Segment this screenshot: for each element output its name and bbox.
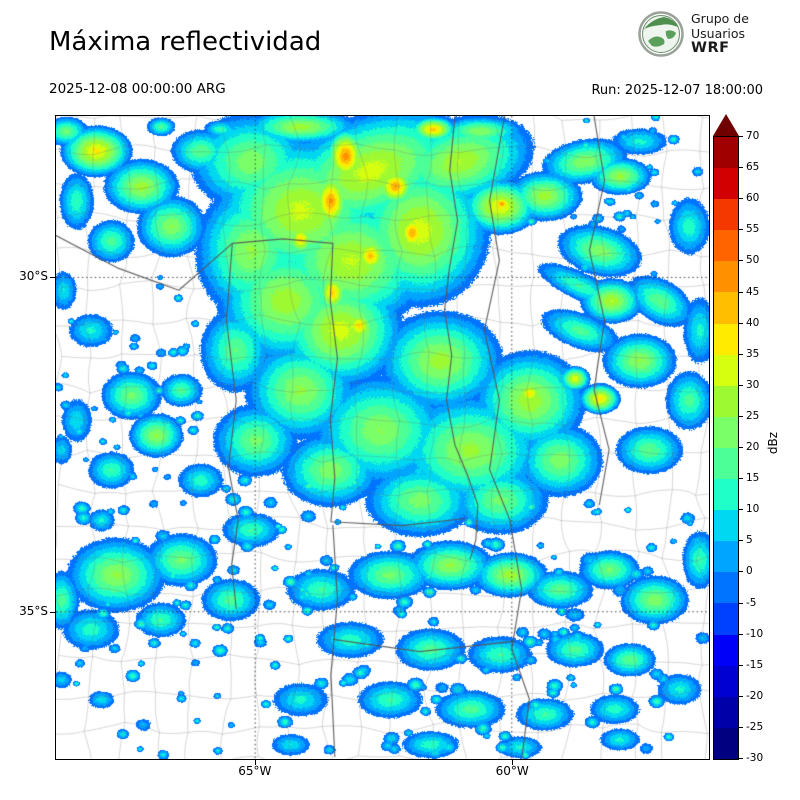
- colorbar-tick-label: -30: [746, 752, 764, 764]
- colorbar-tick-label: 10: [746, 503, 760, 516]
- colorbar-tick: [739, 384, 743, 386]
- colorbar-over-arrow: [713, 114, 739, 136]
- wrf-logo-text: Grupo de Usuarios WRF: [691, 11, 749, 56]
- lon-tick: [512, 760, 514, 765]
- wrf-logo: Grupo de Usuarios WRF: [638, 11, 749, 57]
- lat-tick-label: 30°S: [19, 268, 48, 283]
- reflectivity-map-canvas: [56, 116, 709, 759]
- colorbar-segment: [714, 261, 738, 293]
- lat-tick: [50, 276, 55, 278]
- colorbar-tick: [739, 602, 743, 604]
- wrf-globe-icon: [638, 11, 684, 57]
- logo-line-1: Grupo de: [691, 11, 749, 26]
- valid-time-label: 2025-12-08 00:00:00 ARG: [49, 81, 226, 97]
- colorbar-tick-label: 5: [746, 534, 753, 547]
- logo-line-2: Usuarios: [691, 26, 746, 41]
- colorbar-tick: [739, 664, 743, 666]
- colorbar-tick: [739, 447, 743, 448]
- colorbar-tick-label: 70: [746, 130, 760, 142]
- colorbar-tick-label: -10: [746, 627, 764, 640]
- colorbar-segment: [714, 354, 738, 386]
- colorbar-segment: [714, 603, 738, 635]
- colorbar-tick: [739, 509, 743, 511]
- colorbar-tick: [739, 540, 743, 542]
- colorbar-tick-label: 40: [746, 316, 760, 329]
- colorbar-tick-label: -20: [746, 689, 764, 702]
- colorbar-tick: [739, 229, 743, 231]
- colorbar-tick-label: 35: [746, 347, 760, 360]
- colorbar-segment: [714, 665, 738, 697]
- colorbar-segment: [714, 572, 738, 604]
- colorbar-tick: [739, 198, 743, 200]
- colorbar-tick: [739, 633, 743, 635]
- lat-tick-label: 35°S: [19, 604, 48, 619]
- colorbar-tick: [739, 167, 743, 169]
- colorbar: [713, 136, 739, 760]
- colorbar-segment: [714, 292, 738, 324]
- colorbar-tick: [739, 291, 743, 293]
- colorbar-tick-label: 55: [746, 223, 760, 236]
- colorbar-segment: [714, 479, 738, 511]
- colorbar-tick-label: 20: [746, 441, 760, 453]
- lat-tick: [50, 612, 55, 614]
- logo-line-wrf: WRF: [691, 40, 730, 56]
- colorbar-tick-label: 45: [746, 285, 760, 298]
- colorbar-tick: [739, 353, 743, 355]
- colorbar-tick-label: -5: [746, 596, 757, 609]
- colorbar-segment: [714, 385, 738, 417]
- colorbar-tick-label: 0: [746, 565, 753, 578]
- colorbar-unit-label: dBz: [766, 431, 781, 455]
- colorbar-tick: [739, 726, 743, 728]
- colorbar-tick: [739, 322, 743, 324]
- run-time-label: Run: 2025-12-07 18:00:00: [591, 83, 763, 98]
- colorbar-tick-label: 65: [746, 161, 760, 174]
- colorbar-tick-label: -25: [746, 720, 764, 733]
- colorbar-tick-label: 60: [746, 192, 760, 205]
- page-title: Máxima reflectividad: [49, 27, 322, 57]
- colorbar-tick: [739, 260, 743, 262]
- colorbar-tick: [739, 478, 743, 480]
- colorbar-segment: [714, 416, 738, 448]
- colorbar-segment: [714, 168, 738, 200]
- lon-tick: [254, 760, 256, 765]
- colorbar-segment: [714, 634, 738, 666]
- colorbar-tick-label: -15: [746, 658, 764, 671]
- colorbar-segment: [714, 199, 738, 231]
- colorbar-tick: [739, 758, 743, 759]
- colorbar-tick: [739, 415, 743, 417]
- colorbar-segment: [714, 696, 738, 728]
- colorbar-tick: [739, 695, 743, 697]
- colorbar-segment: [714, 230, 738, 262]
- colorbar-segment: [714, 510, 738, 542]
- colorbar-tick: [739, 136, 743, 137]
- colorbar-tick-label: 25: [746, 409, 760, 422]
- colorbar-tick-label: 30: [746, 378, 760, 391]
- colorbar-segment: [714, 727, 738, 759]
- colorbar-segment: [714, 137, 738, 169]
- colorbar-tick-label: 15: [746, 472, 760, 485]
- colorbar-segment: [714, 541, 738, 573]
- colorbar-tick-label: 50: [746, 254, 760, 267]
- map-frame: [55, 115, 710, 760]
- lon-tick-label: 60°W: [495, 764, 529, 778]
- colorbar-segment: [714, 447, 738, 480]
- lon-tick-label: 65°W: [238, 764, 272, 778]
- colorbar-tick: [739, 571, 743, 573]
- colorbar-segment: [714, 323, 738, 355]
